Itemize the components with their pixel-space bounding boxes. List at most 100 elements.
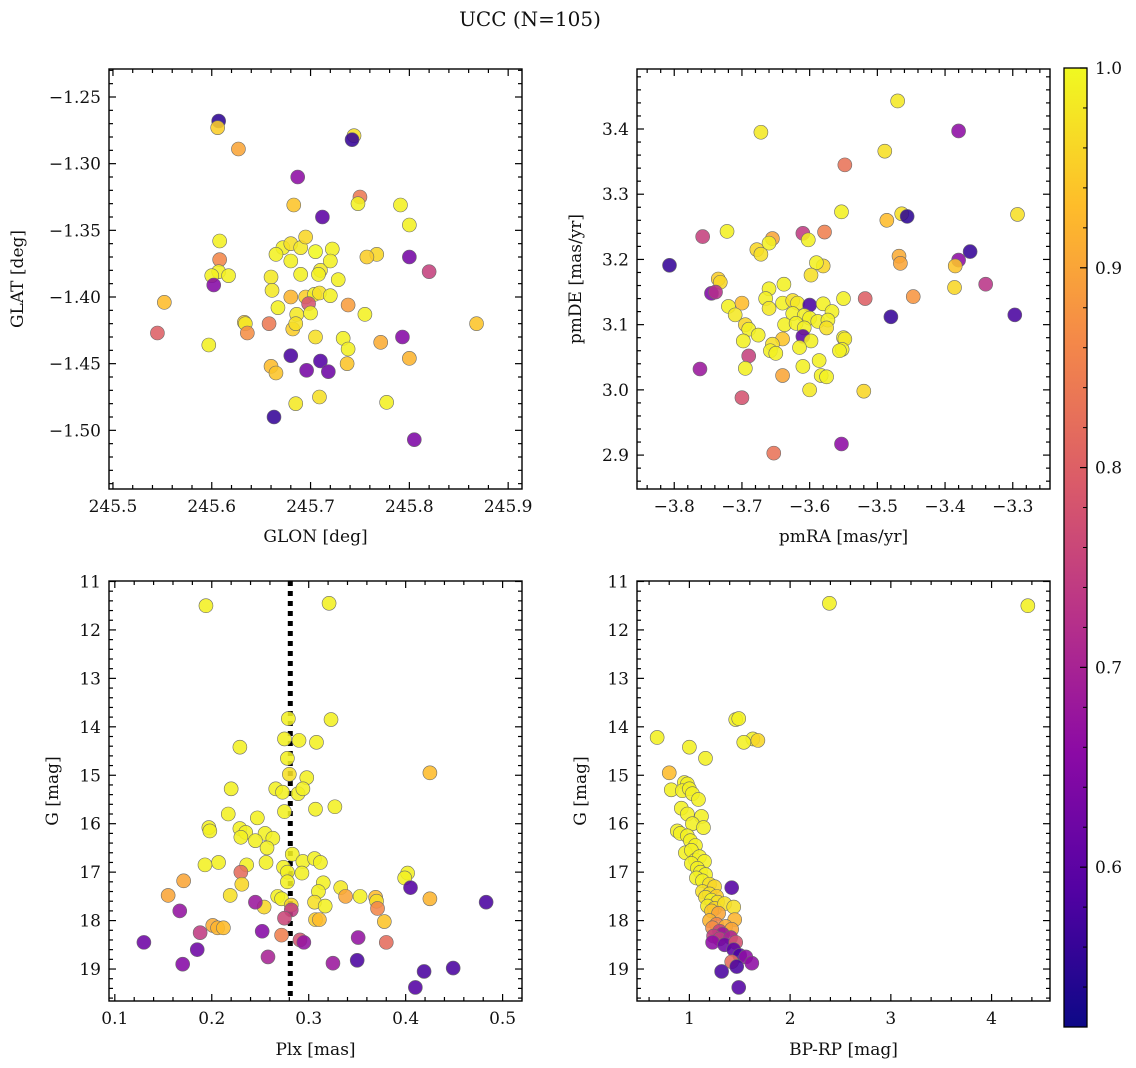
colorbar-tick-label: 1.0 <box>1095 59 1122 79</box>
scatter-point <box>212 233 227 249</box>
scatter-point <box>233 829 249 845</box>
colorbar-gradient <box>1064 68 1087 1027</box>
scatter-point <box>340 297 356 313</box>
scatter-point <box>311 267 326 282</box>
scatter-point <box>277 731 292 747</box>
scatter-point <box>283 348 299 363</box>
y-tick-label: 11 <box>607 572 629 592</box>
scatter-point <box>905 289 921 304</box>
y-tick-label: −1.45 <box>49 355 101 375</box>
scatter-point <box>682 739 697 755</box>
scatter-point <box>222 888 238 903</box>
scatter-point <box>290 169 306 185</box>
x-tick-label: 2 <box>785 1009 796 1029</box>
scatter-points <box>649 595 1036 995</box>
scatter-point <box>323 712 339 727</box>
scatter-point <box>753 124 769 140</box>
scatter-point <box>750 327 766 343</box>
scatter-point <box>379 395 394 410</box>
scatter-point <box>856 383 872 399</box>
y-tick-label: 17 <box>79 863 101 883</box>
scatter-point <box>408 980 423 995</box>
scatter-point <box>312 912 327 927</box>
scatter-point <box>378 935 394 950</box>
scatter-point <box>649 730 665 745</box>
scatter-point <box>822 595 837 611</box>
y-tick-label: 13 <box>607 669 629 689</box>
scatter-point <box>377 914 392 929</box>
scatter-point <box>312 389 327 405</box>
scatter-point <box>339 356 355 371</box>
scatter-point <box>478 894 494 910</box>
scatter-point <box>890 93 905 109</box>
scatter-point <box>309 735 324 750</box>
scatter-point <box>295 781 311 797</box>
scatter-point <box>286 197 302 213</box>
scatter-point <box>1010 207 1025 222</box>
figure-title: UCC (N=105) <box>459 7 601 31</box>
scatter-point <box>692 361 708 377</box>
x-tick-label: 0.3 <box>295 1009 322 1029</box>
x-tick-label: 3 <box>885 1009 896 1029</box>
scatter-point <box>734 295 750 311</box>
scatter-point <box>197 857 213 873</box>
scatter-point <box>308 801 323 817</box>
x-tick-label: 245.5 <box>89 497 138 517</box>
scatter-point <box>210 120 225 135</box>
colorbar-tick-label: 0.8 <box>1095 459 1122 479</box>
scatter-point <box>407 432 422 447</box>
scatter-point <box>192 925 208 940</box>
x-tick-label: −3.5 <box>857 497 898 517</box>
scatter-point <box>324 241 340 257</box>
panel-pmra-pmde: −3.8 −3.7 −3.6 −3.5 −3.4 −3.3 2.9 3.0 3.1 3.2 3.3 3… <box>566 68 1051 547</box>
scatter-point <box>761 301 777 316</box>
scatter-point <box>978 276 993 292</box>
y-tick-label: 3.2 <box>602 250 629 270</box>
scatter-point <box>879 213 895 228</box>
x-tick-label: 4 <box>986 1009 997 1029</box>
scatter-point <box>393 197 408 213</box>
scatter-point <box>325 955 341 971</box>
scatter-point <box>731 711 747 726</box>
y-tick-label: 18 <box>79 912 101 932</box>
plot-frame <box>108 68 523 490</box>
scatter-point <box>726 899 742 915</box>
scatter-point <box>705 935 720 950</box>
scatter-point <box>899 209 915 224</box>
scatter-point <box>834 436 849 452</box>
scatter-point <box>893 256 908 271</box>
scatter-point <box>216 920 231 936</box>
scatter-point <box>761 235 777 251</box>
y-tick-label: −1.30 <box>49 155 101 175</box>
scatter-point <box>293 267 308 282</box>
scatter-point <box>750 733 766 748</box>
scatter-point <box>261 316 277 331</box>
x-tick-label: 0.2 <box>198 1009 225 1029</box>
scatter-point <box>373 335 389 350</box>
scatter-point <box>877 143 893 159</box>
x-tick-label: 0.1 <box>101 1009 128 1029</box>
scatter-point <box>259 840 275 856</box>
colorbar-tick-label: 0.7 <box>1095 658 1122 678</box>
x-axis-label: Plx [mas] <box>275 1040 355 1060</box>
scatter-point <box>883 309 899 325</box>
scatter-points <box>662 93 1025 461</box>
scatter-point <box>211 855 226 870</box>
x-tick-label: 245.6 <box>187 497 236 517</box>
scatter-point <box>296 935 312 950</box>
scatter-point <box>775 368 790 383</box>
scatter-point <box>323 253 338 269</box>
scatter-point <box>288 396 304 411</box>
scatter-point <box>338 889 353 904</box>
scatter-point <box>727 307 743 323</box>
y-tick-label: 15 <box>79 766 101 786</box>
scatter-point <box>248 833 263 848</box>
scatter-point <box>291 733 307 748</box>
scatter-point <box>753 246 769 262</box>
scatter-point <box>232 739 248 755</box>
scatter-point <box>402 217 417 233</box>
y-tick-label: 16 <box>79 815 101 835</box>
scatter-point <box>661 765 677 781</box>
x-tick-label: 245.7 <box>286 497 335 517</box>
